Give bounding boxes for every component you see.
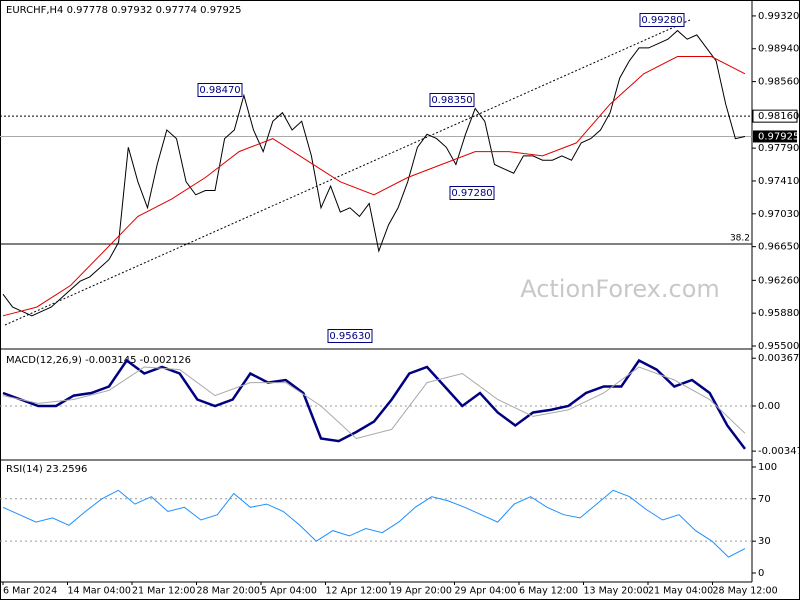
annotation-label: 0.99280 xyxy=(641,15,682,26)
y-tick-label: 0.99320 xyxy=(758,11,799,22)
y-tick-label: 0.00 xyxy=(758,401,780,412)
annotation-label: 0.97280 xyxy=(451,188,492,199)
y-tick-label: 0.96650 xyxy=(758,242,799,253)
x-tick-label: 12 Apr 12:00 xyxy=(326,586,388,597)
y-tick-label: -0.00347 xyxy=(758,446,800,457)
x-tick-label: 29 Apr 04:00 xyxy=(455,586,517,597)
series-line xyxy=(2,366,746,440)
annotation-box xyxy=(429,93,475,107)
y-tick-label: 30 xyxy=(758,536,771,547)
level-label: 38.2 xyxy=(730,234,750,244)
x-tick-label: 21 May 04:00 xyxy=(648,586,713,597)
y-tick-label: 0.96260 xyxy=(758,275,799,286)
y-tick-label: 0.98560 xyxy=(758,77,799,88)
annotation-box xyxy=(197,83,243,97)
series-line xyxy=(2,489,746,558)
level-label: 0.97925 xyxy=(758,131,799,142)
x-tick-label: 28 Mar 20:00 xyxy=(197,586,260,597)
series-line xyxy=(2,56,746,317)
watermark: ActionForex.com xyxy=(520,275,720,303)
y-tick-label: 0.98940 xyxy=(758,44,799,55)
y-tick-label: 100 xyxy=(758,462,777,473)
series-line xyxy=(2,358,746,450)
annotation-box xyxy=(327,329,373,343)
macd-title: MACD(12,26,9) -0.003145 -0.002126 xyxy=(6,355,191,366)
y-tick-label: 0.97410 xyxy=(758,176,799,187)
annotation-box xyxy=(449,186,495,200)
level-box xyxy=(752,109,798,123)
annotation-label: 0.95630 xyxy=(329,331,370,342)
level-box xyxy=(753,130,797,143)
trend-line xyxy=(4,19,691,326)
x-tick-label: 14 Mar 04:00 xyxy=(68,586,131,597)
y-tick-label: 0.003673 xyxy=(758,353,800,364)
y-tick-label: 0.95500 xyxy=(758,341,799,352)
y-tick-label: 0.97030 xyxy=(758,209,799,220)
x-tick-label: 6 May 12:00 xyxy=(519,586,578,597)
x-tick-label: 19 Apr 20:00 xyxy=(390,586,452,597)
y-tick-label: 0.97790 xyxy=(758,143,799,154)
x-tick-label: 21 Mar 12:00 xyxy=(132,586,195,597)
annotation-label: 0.98470 xyxy=(199,85,240,96)
annotation-label: 0.98350 xyxy=(431,95,472,106)
x-tick-label: 6 Mar 2024 xyxy=(3,586,57,597)
y-tick-label: 0 xyxy=(758,568,764,579)
x-tick-label: 28 May 12:00 xyxy=(713,586,778,597)
y-tick-label: 0.95880 xyxy=(758,308,799,319)
series-line xyxy=(2,29,746,317)
chart-title: EURCHF,H4 0.97778 0.97932 0.97774 0.9792… xyxy=(6,5,242,16)
y-tick-label: 70 xyxy=(758,494,771,505)
x-tick-label: 13 May 20:00 xyxy=(584,586,649,597)
x-tick-label: 5 Apr 04:00 xyxy=(261,586,317,597)
rsi-title: RSI(14) 23.2596 xyxy=(6,464,87,475)
annotation-box xyxy=(639,13,685,27)
level-label: 0.98160 xyxy=(758,111,799,122)
